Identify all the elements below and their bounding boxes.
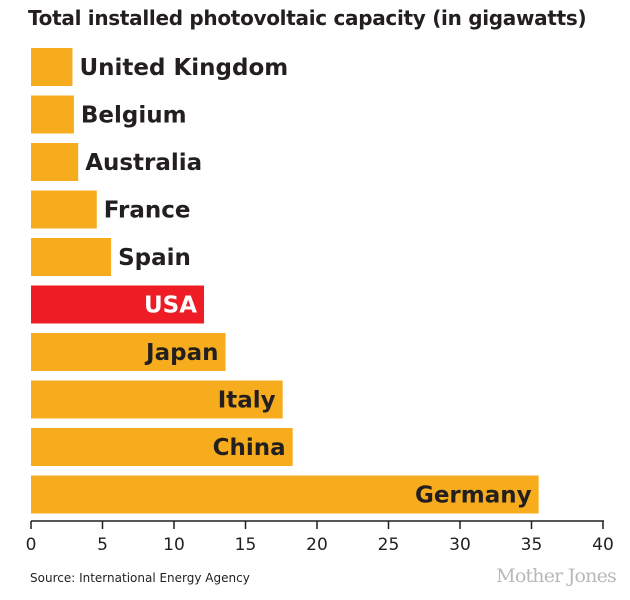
x-tick-label-0: 0 (26, 535, 37, 555)
x-tick-label-30: 30 (449, 535, 471, 555)
bar-belgium (31, 95, 74, 134)
x-tick-label-15: 15 (235, 535, 257, 555)
credit-logo: Mother Jones (496, 565, 617, 587)
x-tick-label-5: 5 (97, 535, 108, 555)
chart-title: Total installed photovoltaic capacity (i… (28, 6, 587, 30)
x-tick-label-40: 40 (592, 535, 614, 555)
bar-china (31, 428, 293, 466)
source-note: Source: International Energy Agency (30, 571, 250, 585)
bar-label-italy: Italy (218, 388, 276, 414)
x-tick-label-35: 35 (521, 535, 543, 555)
bar-label-germany: Germany (415, 483, 532, 509)
bar-label-china: China (213, 435, 286, 461)
bar-label-france: France (104, 198, 191, 224)
x-tick-label-20: 20 (306, 535, 328, 555)
bar-label-spain: Spain (118, 245, 191, 271)
bar-united-kingdom (31, 48, 73, 86)
bar-italy (31, 380, 283, 419)
bar-label-belgium: Belgium (81, 103, 187, 129)
bar-france (31, 190, 97, 229)
bar-australia (31, 143, 79, 181)
bar-usa (31, 285, 205, 324)
bar-label-japan: Japan (144, 340, 218, 366)
bar-label-usa: USA (144, 293, 197, 319)
bar-label-australia: Australia (85, 150, 202, 176)
bar-japan (31, 333, 226, 371)
x-tick-label-25: 25 (378, 535, 400, 555)
bar-spain (31, 238, 112, 276)
x-axis: 0 5 10 15 20 25 30 35 40 (26, 520, 614, 555)
bar-germany (31, 475, 539, 514)
bars-group: United Kingdom Belgium Australia France Spai… (31, 48, 539, 514)
bar-label-united-kingdom: United Kingdom (79, 55, 288, 81)
x-tick-label-10: 10 (163, 535, 185, 555)
